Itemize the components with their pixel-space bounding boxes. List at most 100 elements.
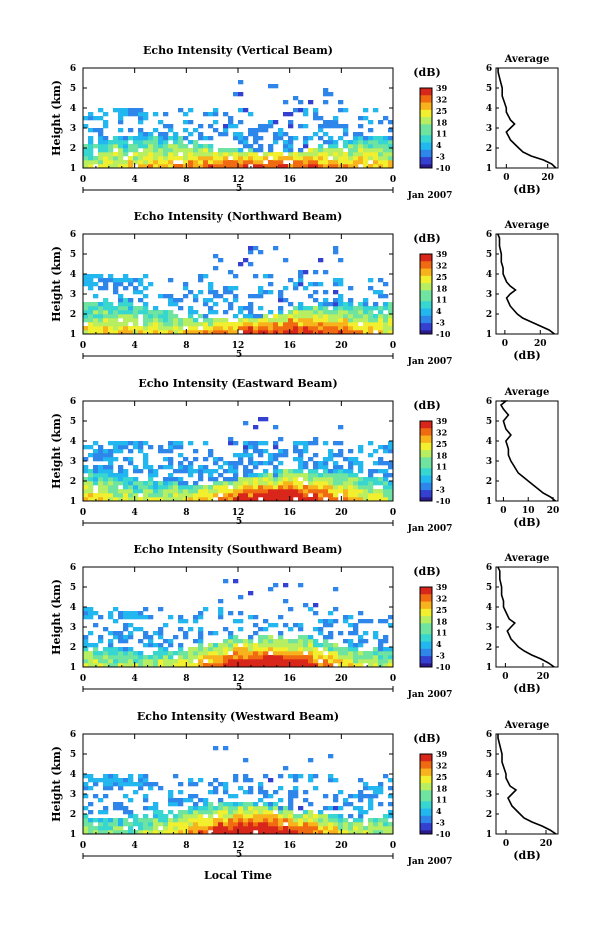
- heatmap-cell: [303, 489, 309, 494]
- heatmap-cell: [363, 782, 369, 787]
- heatmap-cell: [93, 623, 99, 628]
- heatmap-cell: [203, 457, 209, 462]
- heatmap-cell: [233, 485, 239, 490]
- heatmap-cell: [123, 310, 129, 315]
- heatmap-cell: [228, 611, 234, 616]
- heatmap-cell: [183, 282, 189, 287]
- heatmap-cell: [333, 647, 339, 652]
- heatmap-cell: [253, 294, 259, 299]
- heatmap-cell: [333, 318, 339, 323]
- heatmap-cell: [118, 164, 124, 169]
- heatmap-cell: [353, 822, 359, 827]
- heatmap-cell: [353, 655, 359, 660]
- heatmap-cell: [228, 330, 234, 335]
- heatmap-cell: [108, 481, 114, 486]
- y-axis-label: Height (km): [50, 746, 63, 822]
- heatmap-cell: [263, 659, 269, 664]
- heatmap-cell: [173, 330, 179, 335]
- heatmap-cell: [163, 322, 169, 327]
- heatmap-cell: [113, 607, 119, 612]
- heatmap-cell: [103, 140, 109, 145]
- heatmap-cell: [278, 481, 284, 486]
- heatmap-cell: [133, 112, 139, 117]
- heatmap-cell: [208, 782, 214, 787]
- panel-0: Echo Intensity (Vertical Beam)123456Heig…: [50, 44, 559, 201]
- heatmap-cell: [188, 148, 194, 153]
- heatmap-cell: [198, 132, 204, 137]
- heatmap-cell: [388, 120, 394, 125]
- heatmap-cell: [193, 457, 199, 462]
- colorbar-tick: 18: [436, 117, 448, 127]
- heatmap-cell: [83, 806, 89, 811]
- heatmap-cell: [388, 330, 394, 335]
- heatmap-cell: [203, 822, 209, 827]
- heatmap-cell: [308, 322, 314, 327]
- colorbar-segment: [420, 294, 432, 299]
- heatmap-cell: [213, 302, 219, 307]
- heatmap-cell: [323, 298, 329, 303]
- heatmap-cell: [358, 445, 364, 450]
- date-label: Jan 2007: [407, 857, 453, 867]
- heatmap-cell: [253, 806, 259, 811]
- heatmap-cell: [203, 152, 209, 157]
- heatmap-cell: [253, 132, 259, 137]
- heatmap-cell: [213, 108, 219, 113]
- heatmap-cell: [218, 643, 224, 648]
- heatmap-cell: [133, 477, 139, 482]
- heatmap-cell: [268, 473, 274, 478]
- heatmap-cell: [103, 326, 109, 331]
- panel-title: Echo Intensity (Eastward Beam): [138, 377, 337, 390]
- heatmap-cell: [93, 457, 99, 462]
- heatmap-cell: [148, 473, 154, 478]
- colorbar-segment: [420, 587, 432, 592]
- heatmap-cell: [168, 461, 174, 466]
- heatmap-cell: [358, 148, 364, 153]
- heatmap-cell: [303, 164, 309, 169]
- heatmap-cell: [178, 330, 184, 335]
- heatmap-cell: [83, 144, 89, 149]
- heatmap-cell: [338, 473, 344, 478]
- heatmap-cell: [338, 318, 344, 323]
- heatmap-cell: [363, 310, 369, 315]
- heatmap-cell: [113, 310, 119, 315]
- heatmap-cell: [243, 639, 249, 644]
- heatmap-cell: [278, 655, 284, 660]
- heatmap-cell: [223, 481, 229, 486]
- heatmap-cell: [228, 822, 234, 827]
- heatmap-cell: [293, 647, 299, 652]
- heatmap-cell: [248, 152, 254, 157]
- heatmap-cell: [178, 144, 184, 149]
- heatmap-cell: [123, 485, 129, 490]
- heatmap-cell: [288, 643, 294, 648]
- heatmap-cell: [228, 152, 234, 157]
- heatmap-cell: [298, 453, 304, 458]
- heatmap-cell: [233, 647, 239, 652]
- heatmap-cell: [273, 477, 279, 482]
- heatmap-cell: [378, 144, 384, 149]
- heatmap-cell: [183, 814, 189, 819]
- heatmap-cell: [368, 493, 374, 498]
- heatmap-cell: [368, 152, 374, 157]
- heatmap-cell: [328, 318, 334, 323]
- heatmap-cell: [88, 493, 94, 498]
- heatmap-cell: [378, 120, 384, 125]
- heatmap-cell: [333, 250, 339, 255]
- y-tick-label: 6: [70, 397, 76, 407]
- heatmap-cell: [93, 156, 99, 161]
- heatmap-cell: [293, 481, 299, 486]
- heatmap-cell: [388, 306, 394, 311]
- heatmap-cell: [263, 124, 269, 129]
- heatmap-cell: [238, 595, 244, 600]
- heatmap-cell: [263, 274, 269, 279]
- heatmap-cell: [233, 298, 239, 303]
- heatmap-cell: [168, 314, 174, 319]
- heatmap-cell: [363, 152, 369, 157]
- heatmap-cell: [318, 322, 324, 327]
- heatmap-cell: [328, 830, 334, 835]
- heatmap-cell: [358, 132, 364, 137]
- heatmap-cell: [228, 497, 234, 502]
- average-frame: [495, 67, 559, 169]
- y-tick-label: 1: [70, 330, 76, 340]
- x-axis-label: Local Time: [204, 869, 272, 882]
- heatmap-cell: [118, 659, 124, 664]
